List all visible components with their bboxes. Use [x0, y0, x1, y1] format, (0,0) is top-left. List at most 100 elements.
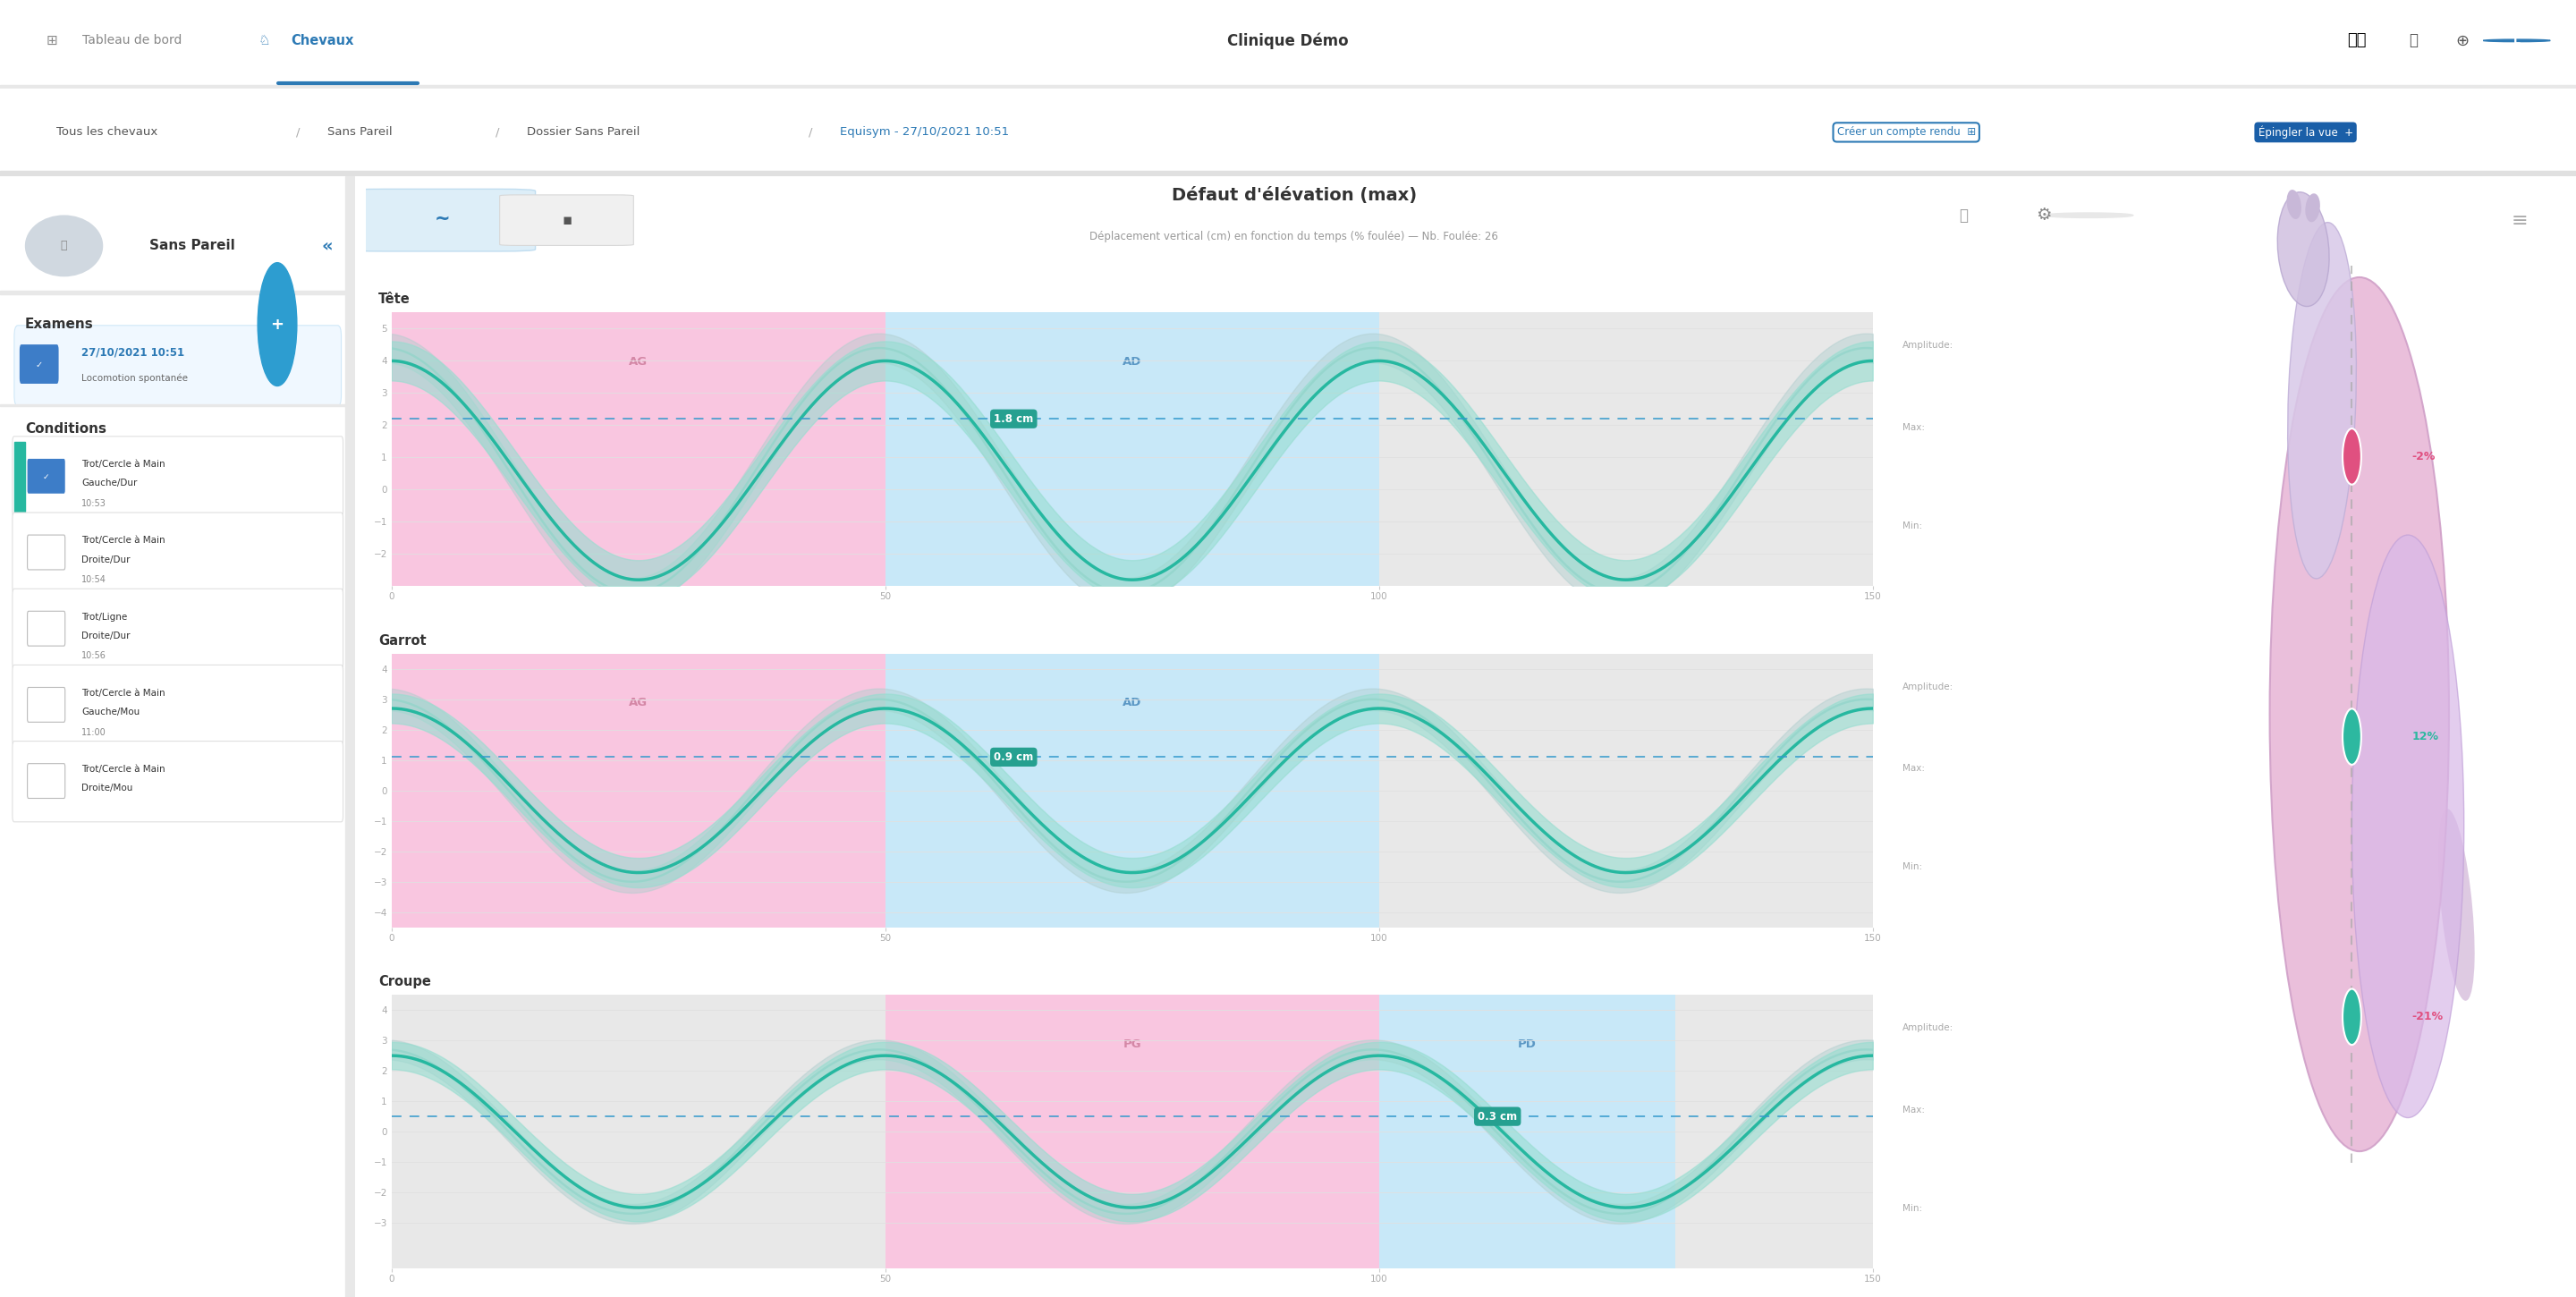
Text: Equisym - 27/10/2021 10:51: Equisym - 27/10/2021 10:51 [840, 127, 1010, 137]
Ellipse shape [2352, 534, 2463, 1118]
Text: Amplitude:: Amplitude: [1901, 682, 1953, 691]
Circle shape [258, 263, 296, 387]
Text: Min:: Min: [1901, 863, 1922, 872]
Text: Droite/Dur: Droite/Dur [82, 555, 131, 564]
Text: AD: AD [1123, 696, 1141, 708]
Text: 0.3 cm: 0.3 cm [1479, 1110, 1517, 1122]
Text: ✓: ✓ [44, 472, 49, 481]
Text: Tous les chevaux: Tous les chevaux [57, 127, 157, 137]
Bar [0, 84, 2576, 88]
Text: 12%: 12% [2411, 732, 2439, 742]
Text: Garrot: Garrot [379, 634, 428, 647]
Text: Droite/Mou: Droite/Mou [82, 783, 134, 792]
Ellipse shape [2439, 809, 2476, 1001]
Text: Droite/Dur: Droite/Dur [82, 632, 131, 641]
Bar [1378, 654, 1873, 927]
Text: Examens: Examens [26, 318, 93, 331]
Circle shape [2043, 213, 2133, 218]
FancyBboxPatch shape [15, 326, 340, 406]
FancyBboxPatch shape [28, 534, 64, 569]
Text: 11:00: 11:00 [82, 728, 106, 737]
Text: 1.8 cm: 1.8 cm [994, 412, 1033, 424]
Circle shape [2342, 708, 2362, 765]
Text: 27/10/2021 10:51: 27/10/2021 10:51 [82, 346, 185, 358]
Ellipse shape [2287, 222, 2357, 578]
Text: Trot/Cercle à Main: Trot/Cercle à Main [82, 536, 165, 545]
Text: Sans Pareil: Sans Pareil [327, 127, 392, 137]
Text: 10:56: 10:56 [82, 651, 106, 660]
Ellipse shape [2277, 192, 2329, 306]
FancyBboxPatch shape [13, 512, 343, 593]
Bar [0, 403, 355, 406]
FancyBboxPatch shape [28, 764, 64, 799]
Text: Épingler la vue  +: Épingler la vue + [2259, 126, 2352, 139]
Text: Gauche/Dur: Gauche/Dur [82, 479, 137, 488]
Text: AD: AD [1123, 355, 1141, 367]
Text: /: / [809, 127, 814, 137]
Text: Amplitude:: Amplitude: [1901, 341, 1953, 350]
Text: Max:: Max: [1901, 423, 1924, 432]
Text: 🔊: 🔊 [1958, 208, 1968, 223]
Text: Trot/Ligne: Trot/Ligne [82, 612, 129, 621]
Text: Dossier Sans Pareil: Dossier Sans Pareil [528, 127, 639, 137]
Text: Créer un compte rendu  ⊞: Créer un compte rendu ⊞ [1837, 127, 1976, 137]
Bar [1674, 995, 1873, 1268]
Text: 0.9 cm: 0.9 cm [994, 751, 1033, 763]
FancyBboxPatch shape [13, 589, 343, 669]
Text: Max:: Max: [1901, 1105, 1924, 1114]
Bar [392, 995, 886, 1268]
Bar [886, 654, 1378, 927]
Text: Trot/Cercle à Main: Trot/Cercle à Main [82, 765, 165, 774]
FancyBboxPatch shape [500, 195, 634, 245]
Text: Chevaux: Chevaux [291, 34, 353, 47]
Circle shape [2483, 39, 2550, 42]
Text: ♘: ♘ [258, 34, 270, 47]
Text: ⊕: ⊕ [2455, 32, 2470, 48]
Text: «: « [322, 237, 332, 254]
Text: Max:: Max: [1901, 764, 1924, 773]
Text: -2%: -2% [2411, 451, 2434, 462]
Text: /: / [296, 127, 301, 137]
Text: Défaut d'élévation (max): Défaut d'élévation (max) [1172, 187, 1417, 205]
Text: ⊞: ⊞ [46, 34, 57, 47]
Text: Tête: Tête [379, 293, 410, 306]
Ellipse shape [2287, 189, 2300, 219]
Text: 🇫🇷: 🇫🇷 [2347, 32, 2367, 48]
Circle shape [2342, 428, 2362, 485]
FancyBboxPatch shape [28, 611, 64, 646]
Text: Trot/Cercle à Main: Trot/Cercle à Main [82, 460, 165, 468]
Bar [886, 313, 1378, 586]
Bar [886, 995, 1378, 1268]
Text: ▪: ▪ [562, 213, 572, 228]
FancyBboxPatch shape [13, 436, 343, 518]
Text: /: / [495, 127, 500, 137]
Text: +: + [270, 316, 283, 332]
Text: PD: PD [1517, 1038, 1535, 1049]
Text: 👤: 👤 [62, 240, 67, 252]
Text: Min:: Min: [1901, 521, 1922, 530]
Bar [1378, 995, 1674, 1268]
Text: Min:: Min: [1901, 1204, 1922, 1213]
FancyBboxPatch shape [348, 189, 536, 252]
Text: Gauche/Mou: Gauche/Mou [82, 708, 139, 716]
Bar [345, 176, 355, 1297]
Bar [392, 654, 886, 927]
Text: Croupe: Croupe [379, 975, 430, 988]
Bar [392, 313, 886, 586]
Text: 🔔: 🔔 [2409, 32, 2419, 48]
Text: AG: AG [629, 696, 649, 708]
FancyBboxPatch shape [28, 459, 64, 494]
Text: Clinique Démo: Clinique Démo [1226, 32, 1350, 49]
Text: Trot/Cercle à Main: Trot/Cercle à Main [82, 689, 165, 698]
Bar [15, 442, 26, 511]
Text: L: L [2514, 35, 2519, 47]
FancyBboxPatch shape [28, 687, 64, 722]
Text: ≡: ≡ [2512, 213, 2527, 230]
Ellipse shape [2306, 193, 2321, 222]
Text: Amplitude:: Amplitude: [1901, 1023, 1953, 1032]
FancyBboxPatch shape [13, 665, 343, 746]
Text: PG: PG [1123, 1038, 1141, 1049]
Bar [0, 171, 2576, 176]
Bar [1378, 313, 1873, 586]
Text: 10:53: 10:53 [82, 499, 106, 508]
